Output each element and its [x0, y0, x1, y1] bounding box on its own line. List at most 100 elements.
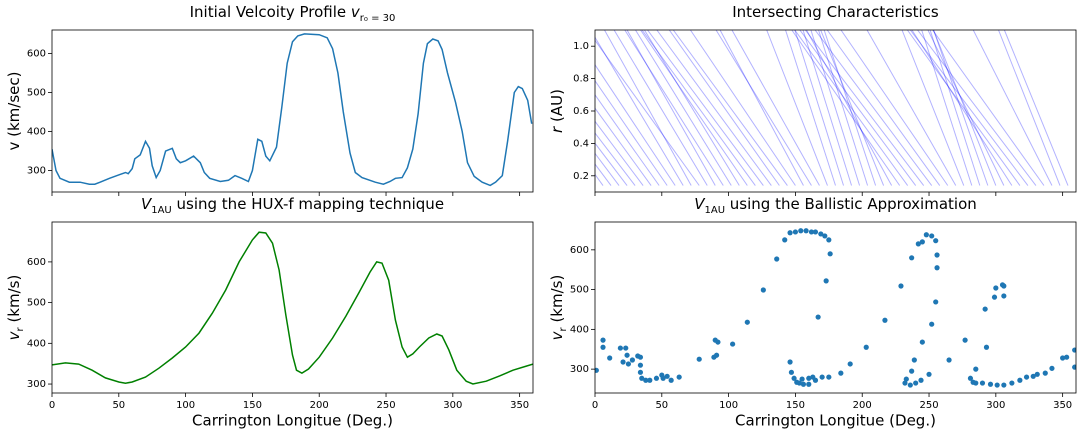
- characteristic: [715, 30, 812, 186]
- data-point: [1064, 354, 1070, 360]
- data-point: [620, 359, 626, 365]
- characteristic: [911, 30, 1013, 186]
- x-tick-label: 300: [986, 400, 1005, 411]
- characteristic: [595, 79, 668, 186]
- data-point: [818, 231, 824, 237]
- data-point: [962, 337, 968, 343]
- characteristic: [1003, 30, 1069, 186]
- data-point: [760, 287, 766, 293]
- data-point: [676, 374, 682, 380]
- y-tick-label: 1.0: [573, 41, 589, 52]
- x-tick-label: 200: [310, 400, 329, 411]
- data-point: [744, 319, 750, 325]
- data-point: [934, 265, 940, 271]
- data-point: [792, 229, 799, 235]
- data-point: [1049, 365, 1055, 371]
- characteristic: [929, 30, 981, 186]
- data-point: [808, 229, 815, 235]
- y-tick-label: 600: [570, 245, 589, 256]
- text-part: r: [15, 326, 26, 331]
- characteristic: [820, 30, 885, 186]
- characteristic: [823, 30, 877, 186]
- data-point: [902, 380, 908, 386]
- data-point: [812, 377, 819, 383]
- data-point: [668, 377, 674, 383]
- axes-frame: [51, 221, 534, 394]
- data-point: [1001, 283, 1007, 289]
- characteristic: [932, 30, 997, 186]
- data-point: [913, 380, 919, 386]
- data-point: [929, 233, 935, 239]
- panel: 300 400 500 600 Initial Velcoity Profile vr₀…: [5, 3, 534, 196]
- data-point: [994, 382, 1000, 388]
- axes-frame: [594, 221, 1077, 394]
- characteristic: [595, 39, 700, 186]
- characteristic: [668, 30, 780, 186]
- data-point: [933, 299, 939, 305]
- y-tick-label: 600: [27, 48, 46, 59]
- x-axis-label: Carrington Longitue (Deg.): [192, 412, 393, 430]
- data-point: [647, 377, 653, 383]
- characteristic: [626, 30, 716, 186]
- plot-area: [595, 30, 1069, 186]
- y-axis-label: r (AU): [548, 89, 566, 133]
- text-part: Initial Velcoity Profile: [190, 3, 351, 21]
- text-part: v: [548, 330, 566, 340]
- text-part: Intersecting Characteristics: [732, 3, 939, 21]
- characteristic: [840, 30, 949, 186]
- data-point: [1034, 371, 1040, 377]
- data-point: [1017, 377, 1023, 383]
- plot-area: [52, 231, 533, 385]
- characteristic: [802, 30, 853, 186]
- data-point: [973, 366, 979, 372]
- data-point: [1072, 347, 1076, 353]
- characteristic: [818, 30, 869, 186]
- axes-frame: [594, 29, 1077, 193]
- data-point: [624, 352, 630, 358]
- data-point: [600, 344, 606, 350]
- data-point: [909, 368, 915, 374]
- characteristic: [656, 30, 772, 186]
- data-point: [798, 228, 804, 234]
- data-point: [806, 381, 812, 387]
- characteristic: [810, 30, 861, 186]
- x-tick-label: 250: [376, 400, 395, 411]
- data-point: [987, 381, 994, 387]
- data-point: [826, 374, 832, 380]
- x-tick-label: 350: [510, 400, 529, 411]
- characteristic: [595, 94, 660, 186]
- text-part: (AU): [548, 89, 566, 127]
- text-part: v: [351, 3, 361, 21]
- data-point: [973, 380, 979, 386]
- text-part: r: [558, 326, 569, 331]
- data-point: [1060, 355, 1066, 361]
- data-point: [911, 357, 917, 363]
- data-point: [823, 278, 829, 284]
- data-point: [643, 377, 649, 383]
- y-tick-label: 600: [27, 257, 46, 268]
- data-point: [909, 255, 915, 261]
- characteristic: [785, 30, 836, 186]
- x-tick-label: 50: [655, 400, 668, 411]
- data-point: [637, 362, 644, 368]
- data-point: [788, 369, 795, 375]
- data-point: [782, 237, 788, 243]
- text-part: using the Ballistic Approximation: [725, 195, 977, 213]
- characteristic: [917, 30, 1037, 186]
- data-point: [629, 357, 636, 363]
- data-point: [979, 380, 986, 386]
- y-axis-label: v (km/sec): [5, 72, 23, 151]
- characteristic: [595, 63, 676, 186]
- data-point: [787, 359, 793, 365]
- x-tick-label: 200: [853, 400, 872, 411]
- data-point: [815, 314, 821, 320]
- characteristic: [933, 30, 989, 186]
- x-tick-label: 100: [719, 400, 738, 411]
- data-point: [774, 256, 780, 262]
- y-tick-label: 500: [570, 285, 589, 296]
- characteristic: [595, 120, 644, 186]
- data-line: [52, 33, 533, 187]
- data-point: [915, 241, 921, 247]
- data-point: [639, 375, 645, 381]
- characteristic: [624, 30, 724, 186]
